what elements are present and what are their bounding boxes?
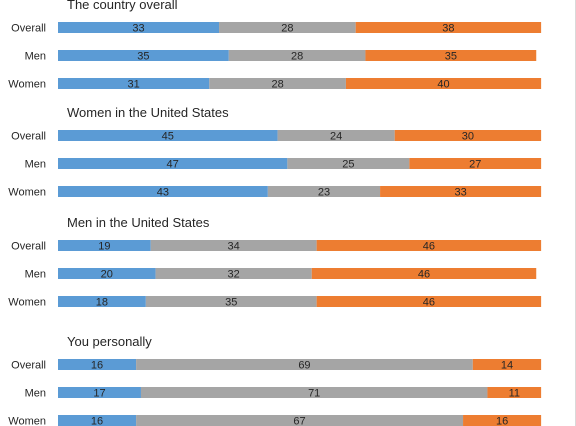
bar-segment-seg2 [150,240,317,251]
category-label: Men [25,159,46,171]
bar-segment-seg3 [472,359,542,370]
data-label: 28 [291,51,303,63]
bar-segment-seg3 [355,22,542,33]
bar-segment-seg2 [140,387,488,398]
bar-segment-seg1 [58,130,278,141]
bar-segment-seg1 [58,296,146,307]
data-label: 67 [293,416,305,426]
data-label: 47 [167,159,179,171]
bar-segment-seg3 [394,130,542,141]
data-label: 19 [98,241,110,253]
bar-segment-seg1 [58,240,151,251]
data-label: 45 [162,131,174,143]
data-label: 43 [157,187,169,199]
data-label: 40 [437,79,449,91]
data-label: 33 [454,187,466,199]
bar-segment-seg2 [228,50,366,61]
data-label: 38 [442,23,454,35]
category-label: Men [25,269,46,281]
bar-segment-seg1 [58,186,268,197]
bar-segment-seg1 [58,78,210,89]
data-label: 30 [462,131,474,143]
bar-segment-seg3 [487,387,542,398]
group-title: Women in the United States [67,105,229,120]
bar-segment-seg3 [316,240,542,251]
bar-segment-seg2 [287,158,410,169]
bar-segment-seg3 [463,415,542,426]
data-label: 34 [228,241,240,253]
data-label: 28 [281,23,293,35]
category-label: Overall [11,360,46,372]
data-label: 35 [225,297,237,309]
data-label: 31 [128,79,140,91]
data-label: 69 [298,360,310,372]
data-label: 27 [469,159,481,171]
bar-segment-seg3 [345,78,542,89]
bar-segment-seg3 [311,268,537,279]
category-label: Women [8,187,46,199]
category-label: Men [25,388,46,400]
bar-segment-seg2 [219,22,356,33]
bar-segment-seg1 [58,387,141,398]
bar-segment-seg1 [58,359,137,370]
bar-segment-seg2 [136,359,473,370]
bar-segment-seg2 [145,296,317,307]
data-label: 35 [445,51,457,63]
data-label: 35 [137,51,149,63]
bar-segment-seg3 [380,186,542,197]
data-label: 23 [318,187,330,199]
category-label: Overall [11,23,46,35]
data-label: 28 [271,79,283,91]
data-label: 20 [101,269,113,281]
bar-segment-seg3 [409,158,542,169]
bar-segment-seg1 [58,50,229,61]
data-label: 71 [308,388,320,400]
bar-segment-seg2 [209,78,346,89]
group-title: The country overall [67,0,178,12]
data-label: 17 [93,388,105,400]
data-label: 25 [342,159,354,171]
bar-segment-seg1 [58,415,137,426]
data-label: 32 [228,269,240,281]
bar-segment-seg1 [58,22,220,33]
category-label: Women [8,297,46,309]
bar-segment-seg1 [58,158,288,169]
bar-segment-seg3 [316,296,542,307]
data-label: 18 [96,297,108,309]
data-label: 16 [496,416,508,426]
category-label: Men [25,51,46,63]
data-label: 33 [132,23,144,35]
data-label: 11 [509,388,520,400]
category-label: Women [8,79,46,91]
data-label: 24 [330,131,342,143]
category-label: Women [8,416,46,426]
bar-segment-seg2 [155,268,312,279]
data-label: 46 [423,241,435,253]
bar-segment-seg1 [58,268,156,279]
data-label: 16 [91,360,103,372]
bar-segment-seg2 [136,415,464,426]
data-label: 16 [91,416,103,426]
bar-segment-seg2 [277,130,395,141]
bar-segment-seg2 [267,186,381,197]
data-label: 14 [501,360,513,372]
bar-segment-seg3 [365,50,537,61]
data-label: 46 [423,297,435,309]
category-label: Overall [11,131,46,143]
group-title: You personally [67,334,152,349]
category-label: Overall [11,241,46,253]
data-label: 46 [418,269,430,281]
group-title: Men in the United States [67,215,210,230]
